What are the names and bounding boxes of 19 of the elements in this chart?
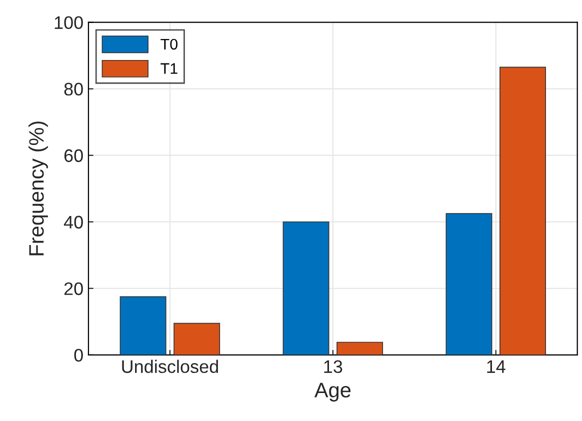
- y-tick-label: 100: [54, 16, 83, 30]
- legend-label: T0: [160, 38, 178, 50]
- bar: [282, 221, 330, 355]
- x-tick-label: 14: [487, 360, 506, 373]
- bar: [500, 66, 546, 355]
- y-tick-label: 0: [74, 348, 83, 362]
- y-tick-label: 80: [64, 82, 83, 96]
- bar: [174, 322, 220, 355]
- x-tick-label: Undisclosed: [122, 360, 218, 374]
- bar: [336, 342, 384, 355]
- y-tick-label: 40: [64, 216, 83, 229]
- y-tick-label: 20: [64, 282, 83, 296]
- y-axis-title: Frequency (%): [28, 122, 48, 256]
- y-tick-label: 60: [64, 149, 83, 162]
- legend-label: T1: [160, 63, 178, 74]
- x-tick-label: 13: [324, 360, 342, 374]
- x-axis-title: Age: [314, 382, 351, 402]
- bar: [446, 213, 492, 355]
- bar: [120, 296, 166, 355]
